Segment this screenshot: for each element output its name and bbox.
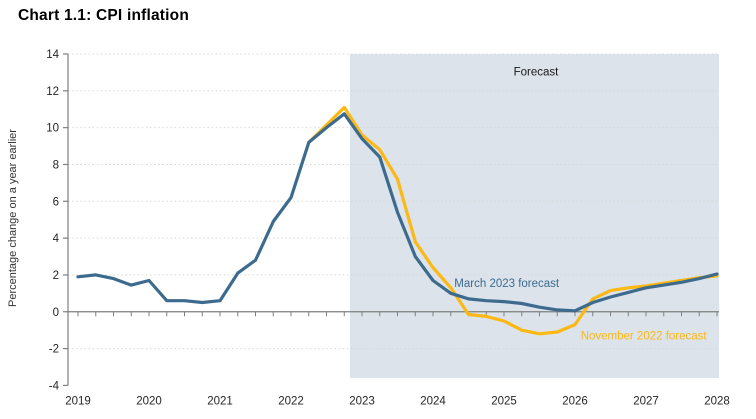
- annotation-march-2023-forecast: March 2023 forecast: [454, 278, 560, 290]
- chart-title: Chart 1.1: CPI inflation: [18, 7, 190, 24]
- y-tick-label: 10: [46, 123, 59, 135]
- y-tick-label: -4: [49, 380, 60, 392]
- y-tick-label: 8: [53, 159, 59, 171]
- y-tick-label: -2: [49, 344, 59, 356]
- x-tick-label: 2021: [207, 395, 233, 407]
- series-line-march-2023-forecast: [76, 112, 719, 313]
- forecast-band: [349, 54, 719, 379]
- x-tick-label: 2022: [278, 395, 304, 407]
- annotation-november-2022-forecast: November 2022 forecast: [581, 331, 708, 343]
- y-tick-label: 12: [46, 86, 59, 98]
- x-tick-label: 2023: [349, 395, 375, 407]
- y-tick-label: 14: [46, 49, 59, 61]
- x-tick-label: 2020: [136, 395, 162, 407]
- y-tick-label: 0: [53, 307, 59, 319]
- x-tick-label: 2027: [633, 395, 659, 407]
- x-tick-label: 2028: [704, 395, 730, 407]
- x-tick-label: 2024: [420, 395, 446, 407]
- x-tick-label: 2025: [491, 395, 517, 407]
- x-tick-label: 2019: [65, 395, 91, 407]
- x-tick-label: 2026: [562, 395, 588, 407]
- annotation-forecast: Forecast: [514, 66, 560, 78]
- y-tick-label: 6: [53, 196, 59, 208]
- series-line-november-2022-forecast: [307, 105, 719, 336]
- y-tick-label: 2: [53, 270, 59, 282]
- y-tick-label: 4: [53, 233, 60, 245]
